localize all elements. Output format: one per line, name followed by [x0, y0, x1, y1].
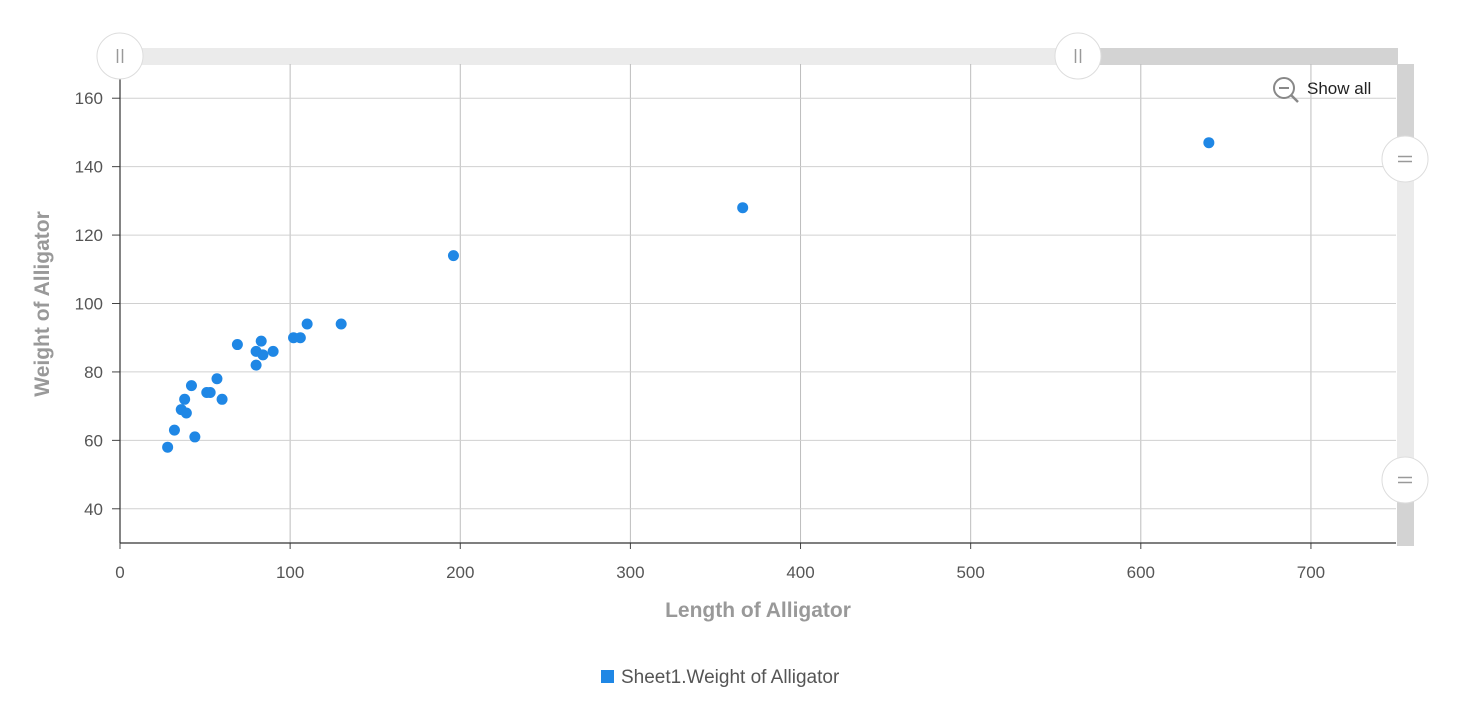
- data-point[interactable]: [737, 202, 749, 214]
- legend[interactable]: Sheet1.Weight of Alligator: [601, 667, 840, 688]
- data-point[interactable]: [267, 345, 279, 357]
- data-point[interactable]: [216, 393, 228, 405]
- x-tick-label: 0: [115, 563, 124, 582]
- y-tick-label: 40: [84, 500, 103, 519]
- x-tick-label: 600: [1127, 563, 1155, 582]
- y-tick-label: 60: [84, 431, 103, 450]
- data-point[interactable]: [179, 393, 191, 405]
- x-tick-label: 100: [276, 563, 304, 582]
- horizontal-scrollbar-right-grip[interactable]: [1054, 32, 1102, 80]
- data-point[interactable]: [168, 424, 180, 436]
- tick-labels: 0 100 200 300 400 500 600 700 40 60 80 100 120 140 160: [75, 89, 1325, 582]
- data-point[interactable]: [255, 335, 267, 347]
- show-all-label: Show all: [1307, 79, 1371, 98]
- data-point[interactable]: [231, 339, 243, 351]
- data-point[interactable]: [180, 407, 192, 419]
- grid-lines: [120, 64, 1396, 543]
- x-tick-label: 700: [1297, 563, 1325, 582]
- vertical-scrollbar-top-grip[interactable]: [1381, 135, 1429, 183]
- show-all-button[interactable]: Show all: [1273, 77, 1371, 103]
- x-tick-label: 300: [616, 563, 644, 582]
- data-point[interactable]: [257, 349, 269, 361]
- data-points: [162, 137, 1215, 453]
- legend-swatch[interactable]: [601, 670, 614, 683]
- data-point[interactable]: [204, 386, 216, 398]
- data-point[interactable]: [185, 380, 197, 392]
- zoom-out-icon: [1273, 77, 1299, 103]
- y-tick-label: 160: [75, 89, 103, 108]
- legend-label[interactable]: Sheet1.Weight of Alligator: [621, 667, 840, 688]
- y-tick-label: 80: [84, 363, 103, 382]
- y-tick-label: 140: [75, 158, 103, 177]
- data-point[interactable]: [301, 318, 313, 330]
- data-point[interactable]: [162, 441, 174, 453]
- horizontal-scrollbar-outside-range: [1078, 48, 1398, 65]
- data-point[interactable]: [211, 373, 223, 385]
- data-point[interactable]: [250, 359, 262, 371]
- y-tick-label: 100: [75, 295, 103, 314]
- horizontal-scrollbar[interactable]: [120, 48, 1398, 65]
- y-axis-title: Weight of Alligator: [31, 211, 54, 396]
- x-tick-label: 200: [446, 563, 474, 582]
- vertical-scrollbar-thumb[interactable]: [1397, 159, 1414, 480]
- data-point[interactable]: [335, 318, 347, 330]
- data-point[interactable]: [1203, 137, 1215, 149]
- data-point[interactable]: [294, 332, 306, 344]
- x-axis-title: Length of Alligator: [665, 599, 851, 622]
- x-tick-label: 500: [956, 563, 984, 582]
- x-tick-label: 400: [786, 563, 814, 582]
- vertical-scrollbar-bottom-grip[interactable]: [1381, 456, 1429, 504]
- data-point[interactable]: [189, 431, 201, 443]
- axes: [112, 78, 1396, 549]
- horizontal-scrollbar-left-grip[interactable]: [96, 32, 144, 80]
- data-point[interactable]: [447, 250, 459, 262]
- y-tick-label: 120: [75, 226, 103, 245]
- vertical-scrollbar[interactable]: [1397, 64, 1414, 546]
